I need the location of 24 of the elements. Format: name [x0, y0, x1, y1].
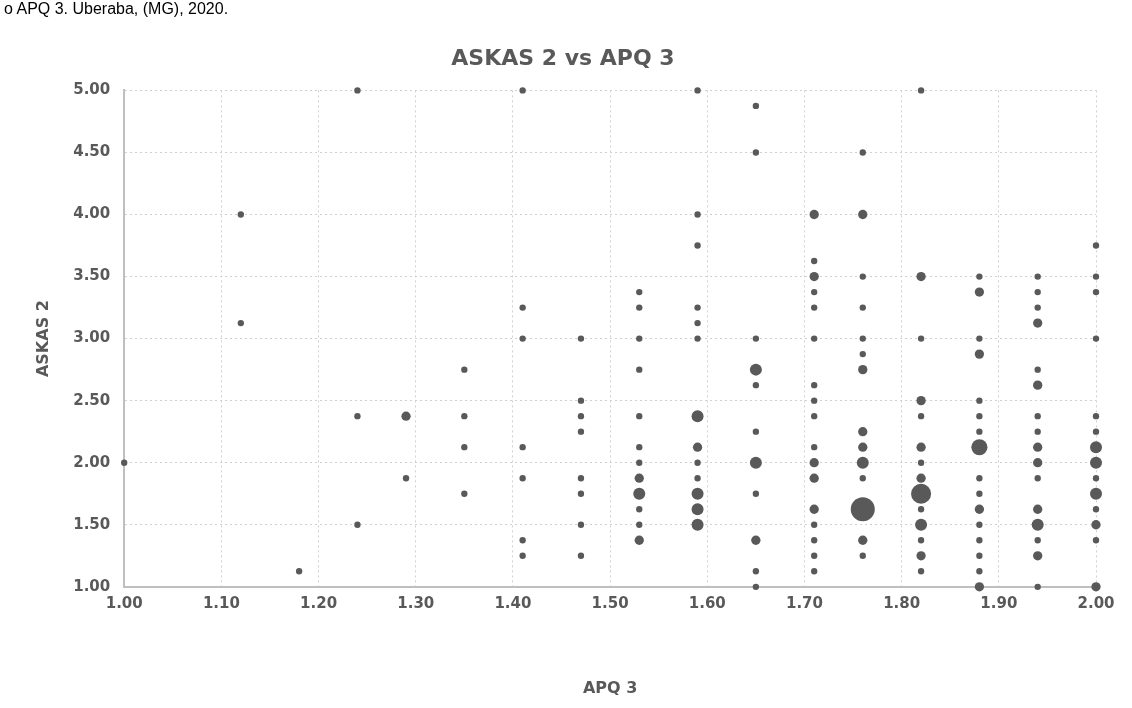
- x-tick-label: 1.90: [980, 593, 1018, 612]
- y-tick-label: 1.50: [73, 514, 111, 533]
- x-tick-label: 1.50: [591, 593, 629, 612]
- x-tick-label: 1.70: [785, 593, 823, 612]
- y-tick-label: 3.50: [73, 266, 111, 285]
- y-tick-label: 4.50: [73, 142, 111, 161]
- y-axis-title: ASKAS 2: [32, 300, 52, 378]
- x-tick-label: 1.00: [105, 593, 143, 612]
- x-axis-title: APQ 3: [582, 677, 638, 697]
- text: o APQ 3. Uberaba, (MG), 2020.: [4, 0, 229, 18]
- y-tick-label: 3.00: [73, 328, 111, 347]
- chart-title: ASKAS 2 vs APQ 3: [451, 44, 675, 70]
- x-tick-label: 1.30: [397, 593, 435, 612]
- x-tick-label: 1.40: [494, 593, 532, 612]
- x-tick-label: 1.20: [300, 593, 338, 612]
- x-tick-label: 1.60: [688, 593, 726, 612]
- x-tick-label: 1.10: [202, 593, 240, 612]
- x-tick-label: 1.80: [883, 593, 921, 612]
- y-tick-label: 2.00: [73, 452, 111, 471]
- y-tick-label: 1.00: [73, 576, 111, 595]
- y-tick-label: 2.50: [73, 390, 111, 409]
- y-tick-label: 4.00: [73, 204, 111, 223]
- x-tick-label: 2.00: [1077, 593, 1115, 612]
- y-tick-label: 5.00: [73, 80, 111, 99]
